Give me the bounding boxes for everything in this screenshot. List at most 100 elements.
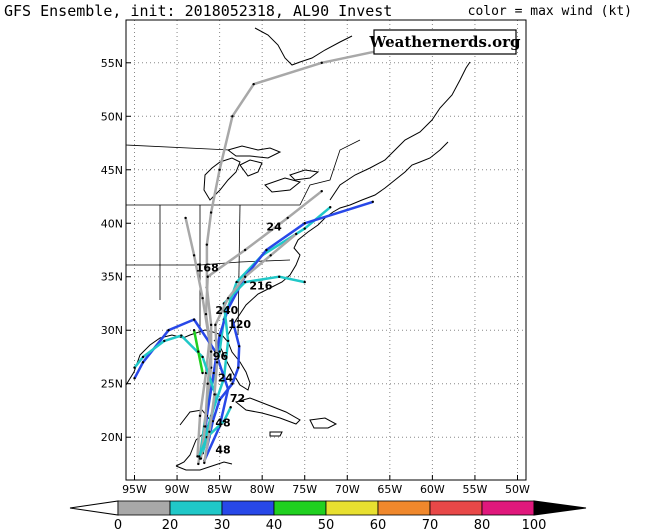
track-point [213, 393, 216, 396]
colorbar-label: 80 [474, 518, 491, 532]
colorbar-segment [481, 500, 535, 516]
track-point [303, 227, 306, 230]
colorbar-label: 30 [214, 518, 231, 532]
watermark-box [373, 29, 517, 55]
colorbar-segment [169, 500, 223, 516]
track-point [243, 248, 247, 252]
axis-ticks: 95W 90W 85W 80W 75W 70W 65W 60W 55W 50W 55N 50N 45N 4… [101, 57, 530, 496]
track-point [277, 275, 281, 278]
lat-tick-label: 35N [101, 271, 123, 284]
forecast-hour-label: 96 [213, 350, 229, 363]
track-point [237, 345, 241, 348]
lat-tick-label: 30N [101, 324, 123, 337]
track-point [371, 200, 375, 204]
wind-colorbar: 0 20 30 40 50 60 70 80 100 [69, 500, 587, 532]
track-point [218, 334, 221, 337]
track-point [203, 425, 207, 428]
lat-tick-label: 20N [101, 431, 123, 444]
lon-tick-label: 80W [250, 483, 275, 496]
track-point [212, 371, 215, 375]
lon-tick-label: 50W [505, 483, 530, 496]
track-point [203, 461, 206, 465]
track-point [209, 323, 213, 327]
track-point [320, 189, 323, 193]
forecast-hour-label: 48 [215, 417, 230, 430]
forecast-hour-label: 24 [266, 221, 282, 234]
forecast-hour-label: 120 [228, 318, 251, 331]
lon-tick-label: 90W [165, 483, 190, 496]
colorbar-label: 70 [422, 518, 439, 532]
track-point [252, 82, 255, 86]
track-point [201, 296, 204, 300]
track-point [211, 419, 215, 423]
forecast-hour-label: 240 [215, 304, 238, 317]
track-point [286, 216, 289, 220]
track-point [226, 296, 230, 300]
track-point [133, 377, 136, 380]
track-point [206, 382, 209, 385]
track-point [201, 371, 204, 375]
track-point [197, 350, 200, 353]
lon-tick-label: 75W [292, 483, 317, 496]
colorbar-segment [117, 500, 171, 516]
track-point [214, 323, 217, 327]
track-point [222, 419, 226, 423]
lat-tick-label: 50N [101, 110, 123, 123]
colorbar-label: 100 [522, 518, 547, 532]
forecast-hour-label: 72 [230, 392, 245, 405]
lat-tick-label: 40N [101, 217, 123, 230]
forecast-hour-label: 168 [196, 261, 219, 274]
track-point [269, 254, 272, 257]
lon-tick-label: 55W [462, 483, 487, 496]
colorbar-segment [429, 500, 483, 516]
lon-tick-label: 65W [377, 483, 402, 496]
colorbar-segment [325, 500, 379, 516]
colorbar-segment [377, 500, 431, 516]
plot-area [126, 20, 526, 480]
track-point [320, 61, 323, 64]
track-point [180, 334, 183, 337]
watermark: Weathernerds.org [368, 33, 521, 51]
lon-tick-label: 70W [335, 483, 360, 496]
track-point [192, 254, 196, 257]
lon-tick-label: 60W [420, 483, 445, 496]
track-point [198, 414, 202, 418]
track-point [265, 248, 268, 252]
track-point [205, 243, 209, 246]
track-point [218, 168, 221, 171]
colorbar-low-arrow [69, 500, 119, 516]
track-point [167, 329, 170, 332]
track-point [231, 318, 234, 321]
track-point [226, 339, 230, 343]
map-title: GFS Ensemble, init: 2018052318, AL90 Inv… [4, 2, 393, 20]
plot-frame [125, 19, 527, 481]
forecast-hour-label: 24 [218, 372, 234, 385]
track-point [206, 275, 209, 278]
colorbar-segment [221, 500, 275, 516]
lon-tick-label: 95W [122, 483, 147, 496]
track-point [184, 216, 187, 220]
track-point [329, 206, 332, 209]
track-point [196, 455, 199, 458]
track-point [229, 406, 232, 409]
track-point [197, 455, 201, 458]
forecast-hour-label: 216 [249, 280, 272, 293]
forecast-hour-label: 48 [215, 443, 230, 456]
track-point [141, 361, 145, 364]
ensemble-track [198, 406, 232, 457]
track-point [231, 382, 234, 385]
colorbar-label: 0 [114, 518, 122, 532]
track-point [141, 355, 145, 359]
lat-tick-label: 25N [101, 378, 123, 391]
track-point [218, 350, 221, 353]
track-point [208, 430, 211, 434]
track-point [192, 329, 196, 332]
track-point [235, 280, 238, 284]
colorbar-label: 20 [162, 518, 179, 532]
colorbar-label: 50 [318, 518, 335, 532]
track-point [231, 115, 234, 118]
track-point [197, 462, 200, 466]
track-point [163, 339, 166, 343]
